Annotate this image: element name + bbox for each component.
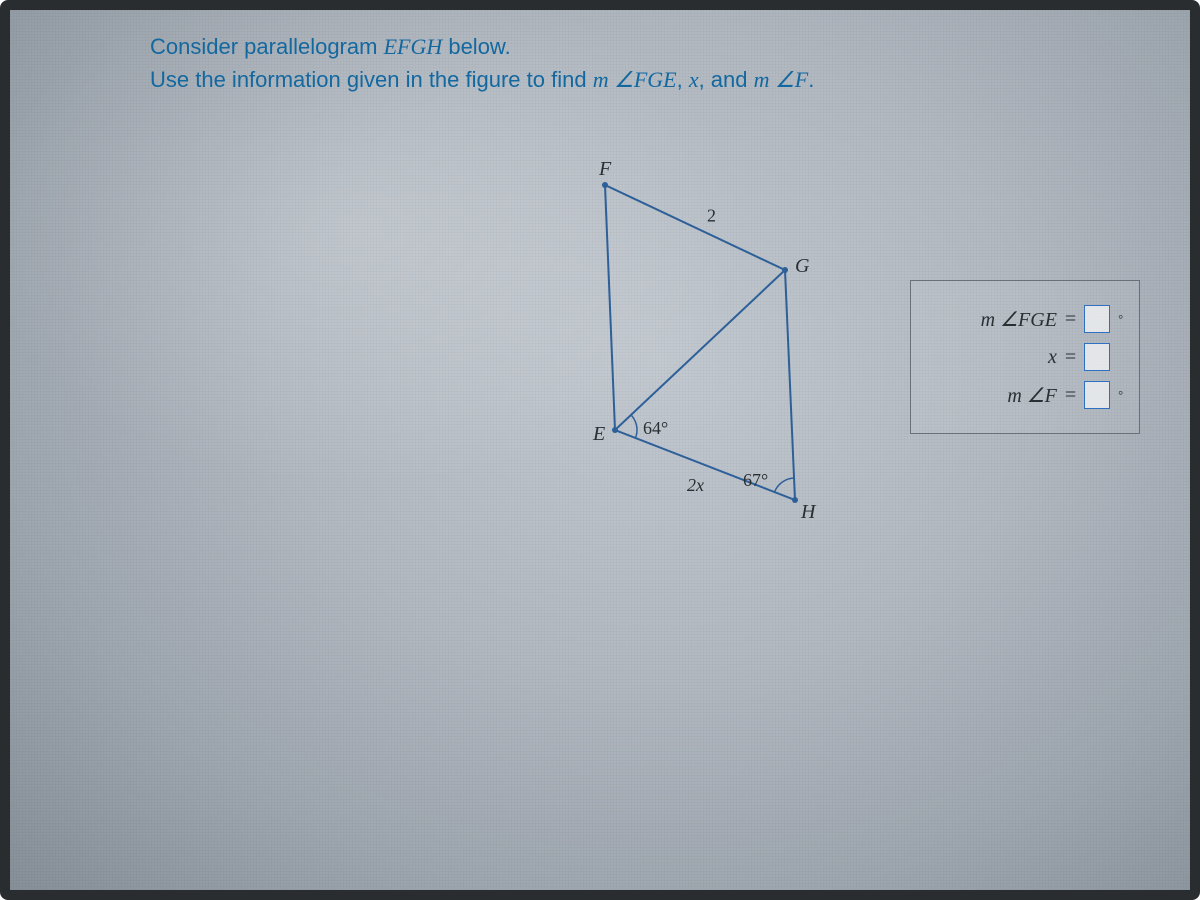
prompt-text: , and — [699, 67, 754, 92]
answer-panel: m ∠FGE = ° x = ° m ∠F = ° — [910, 280, 1140, 434]
svg-text:2: 2 — [707, 206, 716, 226]
equals-sign: = — [1065, 346, 1076, 369]
equals-sign: = — [1065, 308, 1076, 331]
prompt-math-angle-f: m ∠F — [754, 67, 809, 92]
prompt-text: , — [677, 67, 689, 92]
prompt-math-efgh: EFGH — [384, 34, 443, 59]
svg-text:64°: 64° — [643, 418, 668, 438]
prompt-line-1: Consider parallelogram EFGH below. — [150, 30, 1130, 63]
answer-row-fge: m ∠FGE = ° — [921, 305, 1123, 333]
prompt-math-angle-fge: m ∠FGE — [593, 67, 677, 92]
answer-input-x[interactable] — [1084, 343, 1110, 371]
prompt-text: Consider parallelogram — [150, 34, 384, 59]
figure-svg: F G H E 2 2x 64° 67° — [550, 160, 850, 540]
screen-photo: Consider parallelogram EFGH below. Use t… — [0, 0, 1200, 900]
answer-input-f[interactable] — [1084, 381, 1110, 409]
degree-symbol: ° — [1118, 388, 1123, 403]
answer-label: m ∠FGE — [981, 307, 1057, 332]
problem-prompt: Consider parallelogram EFGH below. Use t… — [150, 30, 1130, 96]
svg-text:H: H — [800, 501, 817, 523]
answer-label: m ∠F — [1007, 383, 1057, 408]
equals-sign: = — [1065, 384, 1076, 407]
svg-text:E: E — [592, 423, 605, 445]
svg-text:G: G — [795, 255, 810, 277]
parallelogram-figure: F G H E 2 2x 64° 67° — [550, 160, 850, 540]
prompt-math-x: x — [689, 67, 699, 92]
answer-input-fge[interactable] — [1084, 305, 1110, 333]
degree-symbol: ° — [1118, 312, 1123, 327]
answer-label: x — [1048, 346, 1057, 369]
svg-text:67°: 67° — [743, 470, 768, 490]
svg-text:2x: 2x — [687, 475, 704, 495]
prompt-text: Use the information given in the figure … — [150, 67, 593, 92]
answer-row-x: x = ° — [921, 343, 1123, 371]
prompt-line-2: Use the information given in the figure … — [150, 63, 1130, 96]
prompt-text: below. — [442, 34, 511, 59]
answer-row-f: m ∠F = ° — [921, 381, 1123, 409]
prompt-text: . — [808, 67, 814, 92]
svg-text:F: F — [598, 158, 612, 180]
